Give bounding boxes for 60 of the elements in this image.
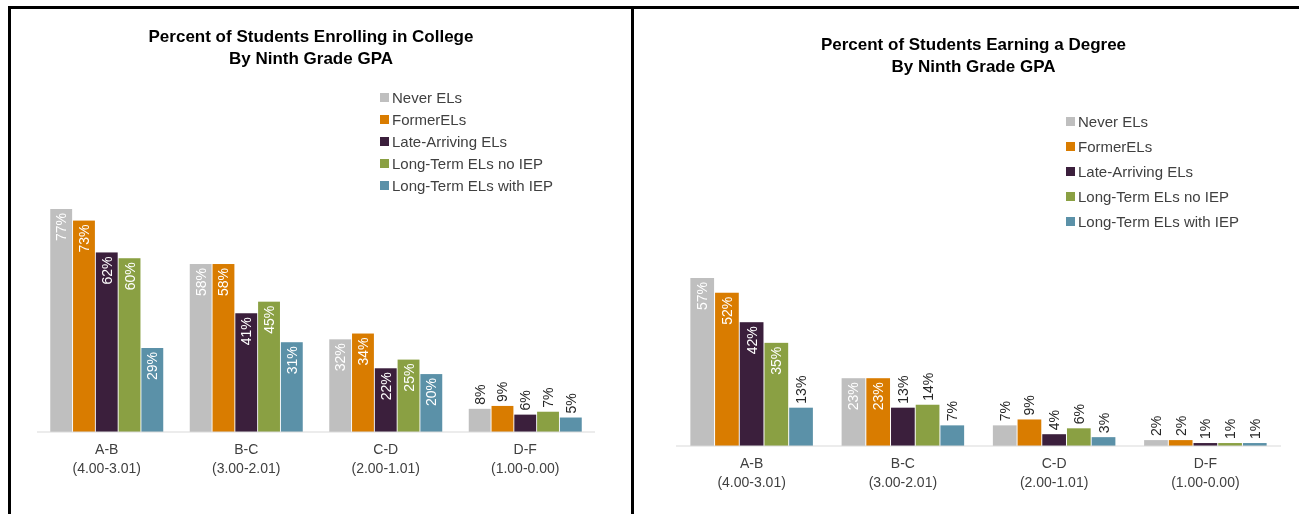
legend-label: Long-Term ELs no IEP: [1078, 188, 1229, 205]
data-label: 3%: [1095, 412, 1112, 434]
data-label: 7%: [996, 401, 1013, 422]
x-tick-label: B-C (3.00-2.01): [212, 441, 281, 476]
data-label: 2%: [1147, 415, 1164, 437]
data-label: 58%: [192, 268, 209, 297]
x-tick-label: A-B (4.00-3.01): [72, 441, 141, 476]
data-label: 1%: [1197, 418, 1214, 440]
legend-label: Long-Term ELs with IEP: [1078, 213, 1239, 230]
x-tick-label: D-F (1.00-0.00): [1171, 455, 1240, 490]
data-label: 62%: [98, 256, 115, 285]
legend-label: Never ELs: [1078, 113, 1149, 130]
x-tick-label: D-F (1.00-0.00): [491, 441, 560, 476]
data-label: 23%: [870, 382, 887, 411]
data-label: 52%: [718, 296, 735, 325]
data-label: 13%: [793, 375, 810, 404]
data-label: 6%: [1070, 404, 1087, 425]
data-label: 7%: [944, 401, 961, 422]
data-label: 32%: [332, 343, 349, 372]
data-label: 42%: [743, 326, 760, 355]
data-label: 58%: [215, 268, 232, 297]
data-label: 31%: [283, 346, 300, 375]
x-tick-label: C-D (2.00-1.01): [1019, 455, 1089, 490]
data-label: 35%: [768, 346, 785, 375]
data-label: 5%: [562, 393, 579, 414]
legend-label: Late-Arriving ELs: [1078, 163, 1194, 180]
x-tick-label: A-B (4.00-3.01): [717, 455, 786, 490]
x-tick-label: B-C (3.00-2.01): [868, 455, 938, 490]
data-label: 29%: [144, 352, 161, 381]
chart-title: Percent of Students Enrolling in College By Ninth Grade GPA: [148, 27, 474, 68]
data-label: 73%: [75, 224, 92, 253]
data-label: 77%: [53, 213, 70, 242]
legend-label: Long-Term ELs with IEP: [392, 177, 553, 194]
chart-title: Percent of Students Earning a Degree By Ninth Grade GPA: [820, 35, 1127, 76]
data-label: 60%: [121, 262, 138, 291]
data-label: 1%: [1246, 418, 1263, 440]
data-label: 34%: [354, 337, 371, 366]
data-label: 57%: [694, 282, 711, 311]
data-label: 9%: [1021, 395, 1038, 416]
data-label: 22%: [377, 372, 394, 401]
data-label: 6%: [517, 390, 534, 411]
legend-label: Never ELs: [392, 89, 463, 106]
legend-label: Late-Arriving ELs: [392, 133, 508, 150]
data-label: 25%: [400, 363, 417, 392]
data-label: 14%: [919, 372, 936, 401]
data-label: 23%: [845, 382, 862, 411]
data-label: 2%: [1172, 415, 1189, 437]
legend-label: Long-Term ELs no IEP: [392, 155, 543, 172]
data-label: 41%: [238, 317, 255, 346]
data-label: 4%: [1046, 409, 1063, 431]
data-label: 9%: [494, 381, 511, 402]
data-label: 13%: [894, 375, 911, 404]
x-tick-label: C-D (2.00-1.01): [351, 441, 420, 476]
legend-label: FormerELs: [1078, 138, 1153, 155]
data-label: 8%: [471, 384, 488, 405]
data-label: 20%: [423, 378, 440, 407]
legend-label: FormerELs: [392, 111, 467, 128]
data-label: 45%: [261, 305, 278, 334]
data-label: 7%: [540, 387, 557, 408]
data-label: 1%: [1222, 418, 1239, 440]
